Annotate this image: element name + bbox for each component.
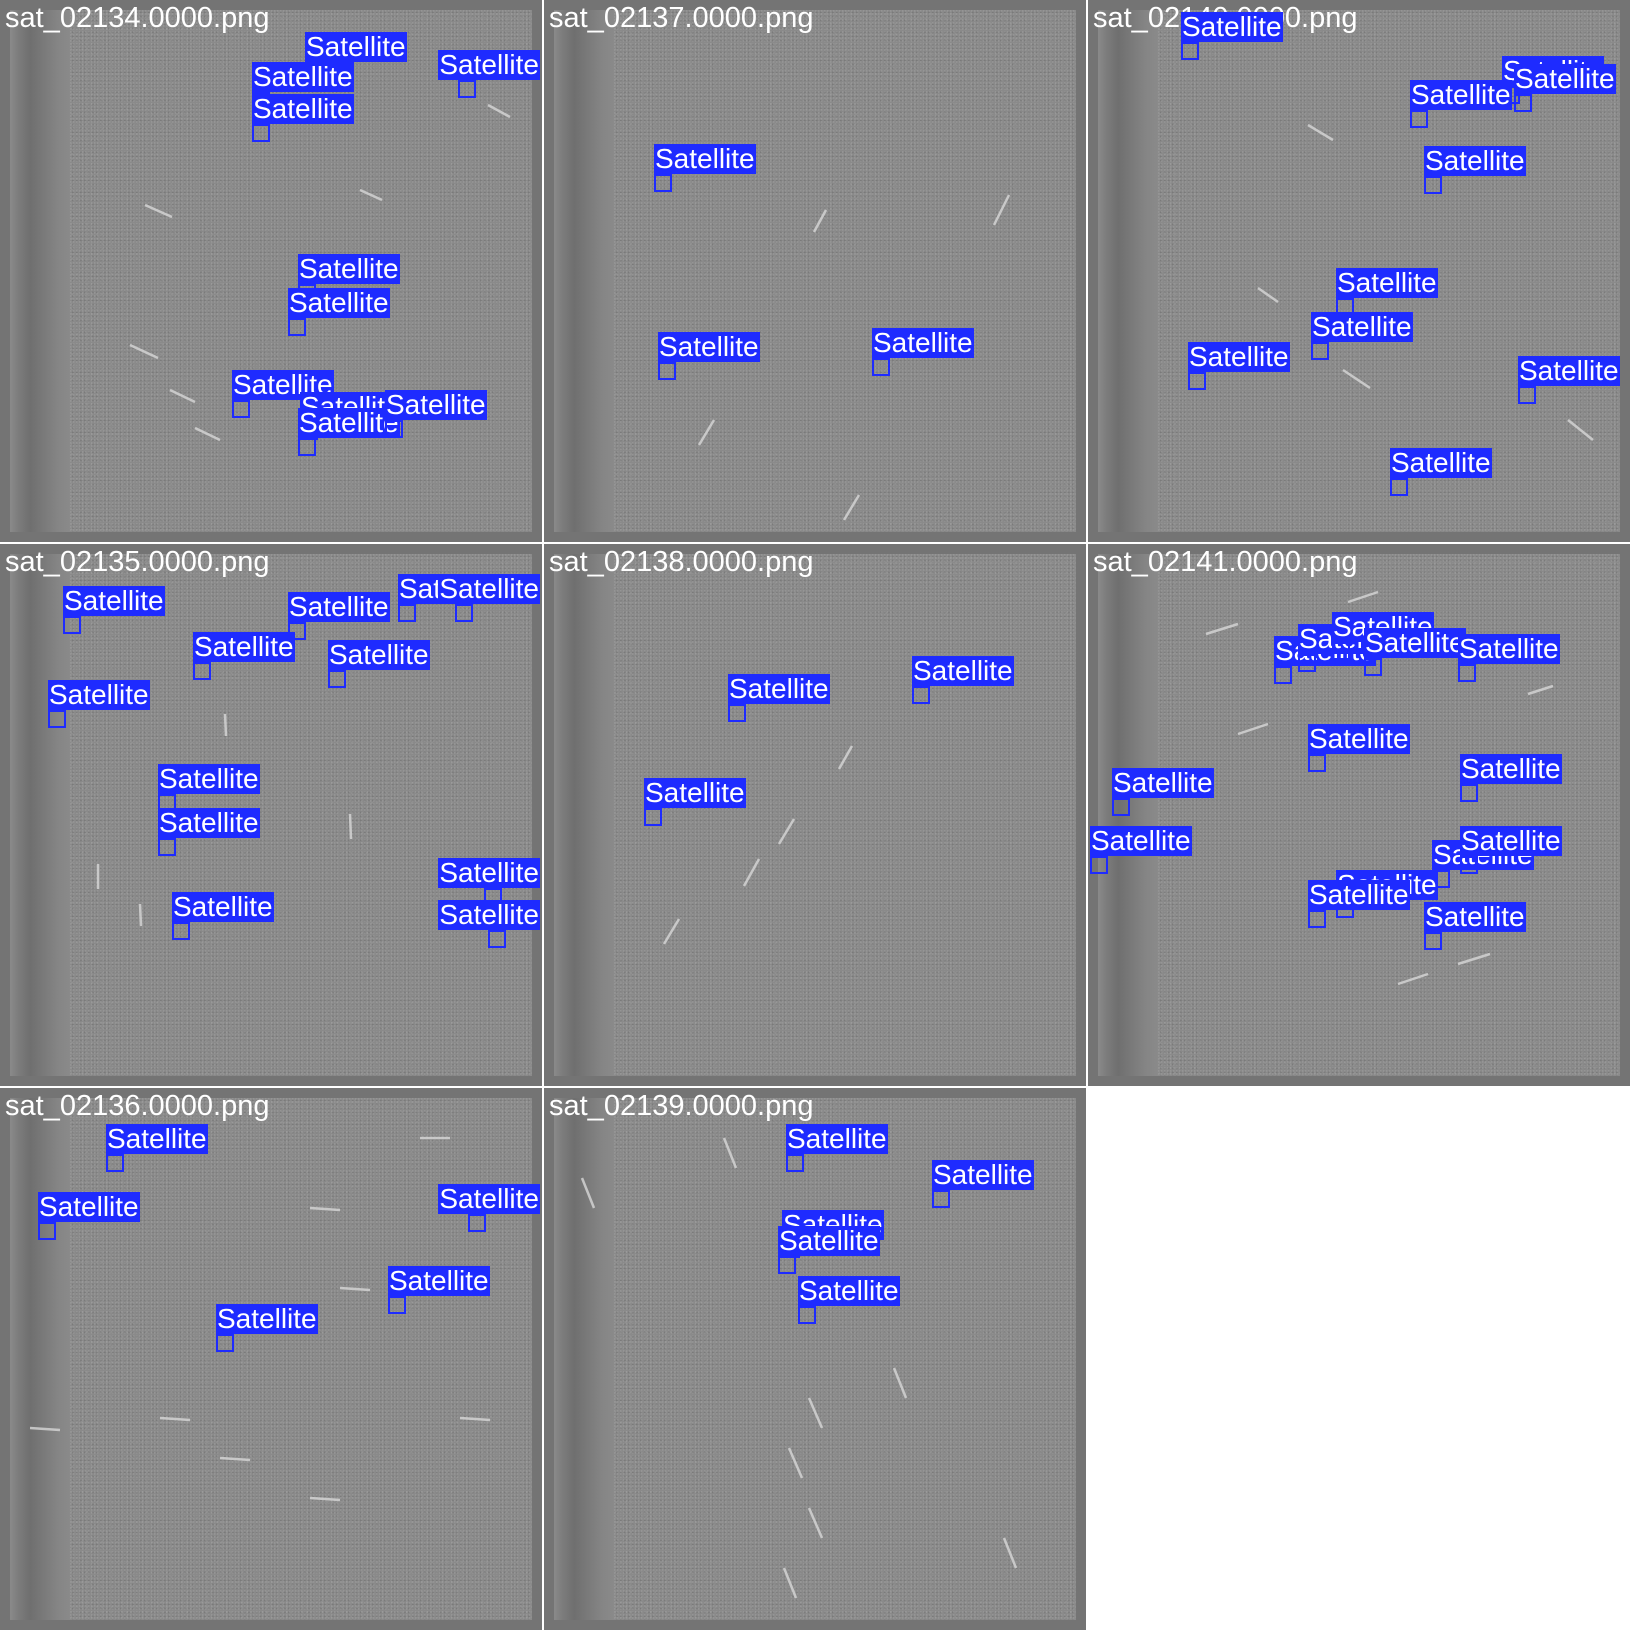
detection-label: Satellite	[438, 573, 540, 604]
detection-label: Satellite	[1424, 901, 1526, 932]
detection-label: Satellite	[158, 807, 260, 838]
detection-label: Satellite	[1514, 63, 1616, 94]
detection-label: Satellite	[1364, 627, 1466, 658]
detection-label: Satellite	[438, 1183, 540, 1214]
sky-image	[554, 10, 1076, 532]
detection-label: Satellite	[1308, 879, 1410, 910]
detection-label: Satellite	[252, 93, 354, 124]
detection-label: Satellite	[328, 639, 430, 670]
detection-label: Satellite	[438, 49, 540, 80]
tile-filename: sat_02138.0000.png	[549, 546, 814, 578]
star-streaks	[1205, 590, 1554, 986]
detection-label: Satellite	[38, 1191, 140, 1222]
detection-label: Satellite	[1311, 311, 1413, 342]
detection-label: Satellite	[298, 407, 400, 438]
tile-filename: sat_02139.0000.png	[549, 1090, 814, 1122]
detection-label: Satellite	[1458, 633, 1560, 664]
detection-label: Satellite	[728, 673, 830, 704]
detection-label: Satellite	[644, 777, 746, 808]
sky-image	[10, 554, 532, 1076]
detection-label: Satellite	[1188, 341, 1290, 372]
detection-label: Satellite	[1460, 825, 1562, 856]
detection-label: Satellite	[48, 679, 150, 710]
detection-label: Satellite	[798, 1275, 900, 1306]
star-streaks	[96, 713, 353, 927]
image-tile: sat_02141.0000.png Satellite Satellite S…	[1088, 544, 1630, 1086]
detection-label: Satellite	[106, 1123, 208, 1154]
detection-label: Satellite	[385, 389, 487, 420]
detection-label: Satellite	[252, 61, 354, 92]
image-tile: sat_02140.0000.png Satellite Satellite S…	[1088, 0, 1630, 542]
detection-label: Satellite	[216, 1303, 318, 1334]
detection-label: Satellite	[1424, 145, 1526, 176]
image-tile: sat_02134.0000.png Satellite Satellite S…	[0, 0, 542, 542]
sky-image	[554, 554, 1076, 1076]
detection-label: Satellite	[438, 857, 540, 888]
detection-label: Satellite	[172, 891, 274, 922]
image-tile: sat_02139.0000.png Satellite Satellite S…	[544, 1088, 1086, 1630]
image-tile: sat_02136.0000.png Satellite Satellite S…	[0, 1088, 542, 1630]
tile-filename: sat_02137.0000.png	[549, 2, 814, 34]
star-streaks	[580, 1137, 1018, 1599]
star-streaks	[697, 194, 1011, 521]
detection-label: Satellite	[1390, 447, 1492, 478]
detection-label: Satellite	[932, 1159, 1034, 1190]
detection-label: Satellite	[1336, 267, 1438, 298]
detection-label: Satellite	[786, 1123, 888, 1154]
tile-filename: sat_02135.0000.png	[5, 546, 270, 578]
detection-label: Satellite	[193, 631, 295, 662]
empty-cell	[1088, 1088, 1632, 1632]
tile-filename: sat_02134.0000.png	[5, 2, 270, 34]
detection-label: Satellite	[912, 655, 1014, 686]
star-streaks	[129, 103, 511, 442]
detection-label: Satellite	[158, 763, 260, 794]
detection-label: Satellite	[778, 1225, 880, 1256]
tile-filename: sat_02141.0000.png	[1093, 546, 1358, 578]
detection-label: Satellite	[305, 31, 407, 62]
tile-filename: sat_02136.0000.png	[5, 1090, 270, 1122]
detection-label: Satellite	[658, 331, 760, 362]
detection-label: Satellite	[872, 327, 974, 358]
detection-label: Satellite	[1410, 79, 1512, 110]
detection-label: Satellite	[438, 899, 540, 930]
detection-label: Satellite	[288, 287, 390, 318]
detection-label: Satellite	[388, 1265, 490, 1296]
detection-label: Satellite	[654, 143, 756, 174]
detection-label: Satellite	[1308, 723, 1410, 754]
star-streaks	[662, 745, 854, 945]
sky-image	[10, 1098, 532, 1620]
detection-label: Satellite	[288, 591, 390, 622]
detection-label: Satellite	[1112, 767, 1214, 798]
detection-label: Satellite	[1181, 11, 1283, 42]
image-tile: sat_02138.0000.png Satellite Satellite S…	[544, 544, 1086, 1086]
star-streaks	[29, 1136, 491, 1502]
detection-label: Satellite	[1460, 753, 1562, 784]
detection-label: Satellite	[1518, 355, 1620, 386]
image-tile: sat_02137.0000.png Satellite Satellite S…	[544, 0, 1086, 542]
detection-label: Satellite	[63, 585, 165, 616]
image-tile: sat_02135.0000.png Satellite Satellite S…	[0, 544, 542, 1086]
star-streaks	[1257, 123, 1594, 441]
detection-label: Satellite	[298, 253, 400, 284]
detection-label: Satellite	[1090, 825, 1192, 856]
